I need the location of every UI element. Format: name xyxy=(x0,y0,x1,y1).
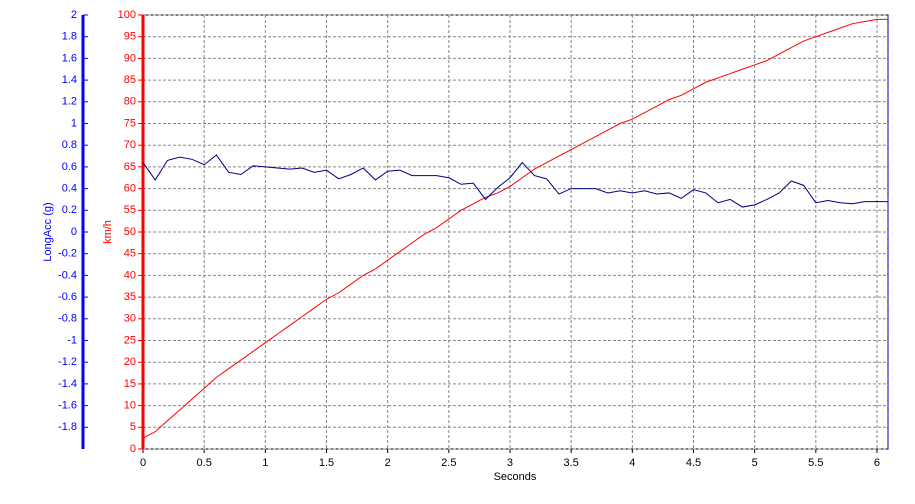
y-tick-label: 80 xyxy=(124,96,136,108)
y2-tick-label: -1.6 xyxy=(58,400,77,412)
y-tick-label: 65 xyxy=(124,161,136,173)
y2-tick-label: 1.8 xyxy=(62,31,77,43)
x-axis-label: Seconds xyxy=(494,471,537,483)
x-tick-label: 2 xyxy=(385,457,391,469)
x-tick-label: 3 xyxy=(507,457,513,469)
x-tick-label: 4.5 xyxy=(686,457,701,469)
y-tick-label: 60 xyxy=(124,183,136,195)
y2-tick-label: -0.2 xyxy=(58,248,77,260)
y-tick-label: 0 xyxy=(130,443,136,455)
y2-axis-label: LongAcc (g) xyxy=(42,202,54,261)
y2-tick-label: -0.4 xyxy=(58,269,77,281)
y-tick-label: 15 xyxy=(124,378,136,390)
y-tick-label: 45 xyxy=(124,248,136,260)
y-axis-label: km/h xyxy=(102,220,114,244)
y-tick-label: 75 xyxy=(124,117,136,129)
y-tick-label: 25 xyxy=(124,334,136,346)
y2-tick-label: 1 xyxy=(71,117,77,129)
x-tick-label: 3.5 xyxy=(564,457,579,469)
y2-tick-label: -1.8 xyxy=(58,421,77,433)
x-tick-label: 2.5 xyxy=(441,457,456,469)
y2-tick-label: 0.2 xyxy=(62,204,77,216)
x-tick-label: 0.5 xyxy=(197,457,212,469)
x-tick-label: 1 xyxy=(262,457,268,469)
x-tick-label: 4 xyxy=(629,457,635,469)
y2-tick-label: 1.4 xyxy=(62,74,77,86)
x-tick-label: 0 xyxy=(140,457,146,469)
y-tick-label: 30 xyxy=(124,313,136,325)
y-tick-label: 20 xyxy=(124,356,136,368)
y2-tick-label: 0.8 xyxy=(62,139,77,151)
y2-tick-label: 1.6 xyxy=(62,52,77,64)
series-line xyxy=(142,18,888,439)
y-tick-label: 10 xyxy=(124,400,136,412)
x-tick-label: 1.5 xyxy=(319,457,334,469)
y-tick-label: 55 xyxy=(124,204,136,216)
y2-tick-label: 0.4 xyxy=(62,183,77,195)
series-line xyxy=(142,154,888,208)
y2-tick-label: 0 xyxy=(71,226,77,238)
y-tick-label: 95 xyxy=(124,31,136,43)
y-tick-label: 100 xyxy=(118,9,136,21)
y2-tick-label: 0.6 xyxy=(62,161,77,173)
y-tick-label: 40 xyxy=(124,269,136,281)
y-tick-label: 70 xyxy=(124,139,136,151)
y-tick-label: 50 xyxy=(124,226,136,238)
y-tick-label: 85 xyxy=(124,74,136,86)
y-tick-label: 90 xyxy=(124,52,136,64)
y-tick-label: 5 xyxy=(130,421,136,433)
x-tick-label: 5.5 xyxy=(808,457,823,469)
x-tick-label: 6 xyxy=(874,457,880,469)
y2-tick-label: -0.8 xyxy=(58,313,77,325)
y2-tick-label: -0.6 xyxy=(58,291,77,303)
y-tick-label: 35 xyxy=(124,291,136,303)
y2-tick-label: 2 xyxy=(71,9,77,21)
x-tick-label: 5 xyxy=(752,457,758,469)
y2-tick-label: -1.4 xyxy=(58,378,77,390)
y2-tick-label: -1 xyxy=(67,334,77,346)
y2-tick-label: 1.2 xyxy=(62,96,77,108)
y2-tick-label: -1.2 xyxy=(58,356,77,368)
